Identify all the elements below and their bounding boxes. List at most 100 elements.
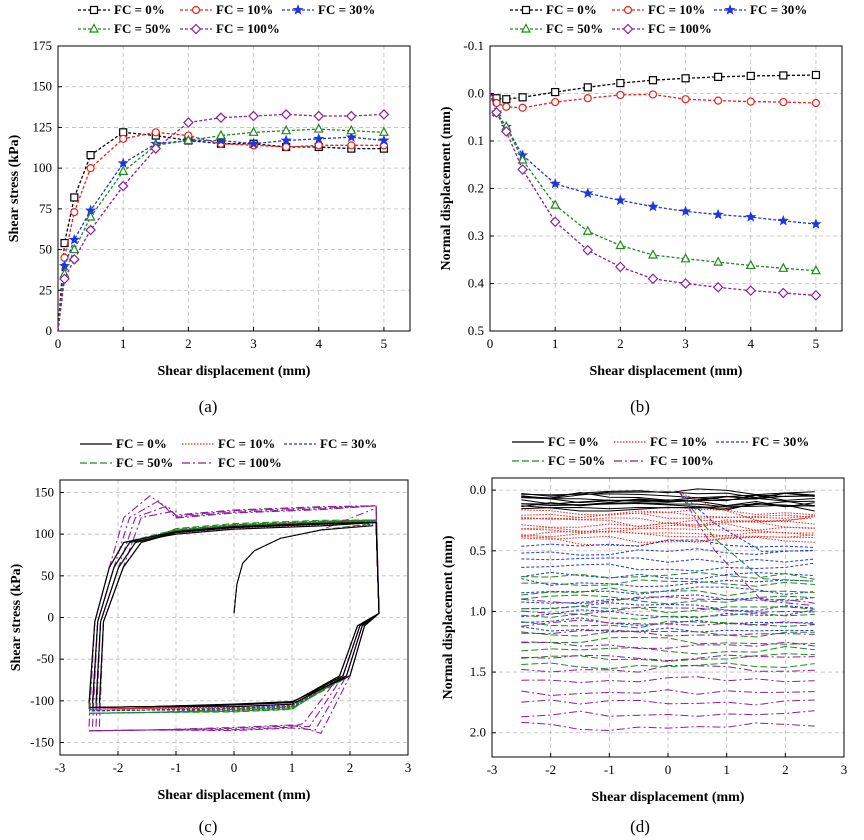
- data-point: [313, 132, 325, 144]
- data-point: [616, 90, 625, 100]
- panel-caption: (a): [199, 397, 218, 416]
- legend-marker: [292, 4, 304, 15]
- panel-d: -3 -2 -1 0 1 2 3 0.0 0.5 1.0 1.5 2.0 Shear displacem…: [441, 434, 847, 836]
- data-point: [615, 261, 626, 273]
- data-point: [811, 70, 821, 80]
- data-point: [810, 264, 821, 275]
- data-point: [811, 98, 821, 108]
- data-point: [648, 76, 658, 85]
- displacement-trace: [521, 521, 815, 529]
- legend-label: FC = 100%: [216, 21, 280, 36]
- legend-label: FC = 100%: [650, 453, 714, 468]
- data-point: [281, 124, 292, 135]
- data-point: [70, 193, 79, 202]
- x-tick-label: 3: [682, 336, 689, 351]
- data-point: [282, 142, 291, 152]
- legend-label: FC = 30%: [320, 436, 377, 451]
- data-point: [680, 278, 691, 289]
- data-point: [551, 87, 560, 97]
- legend-entry: FC = 30%: [716, 434, 809, 449]
- legend-entry: FC = 10%: [614, 434, 707, 449]
- panel-b: 0 1 2 3 4 5 -0.1 0.0 0.1 0.2 0.3 0.4 0.5 Shear displa…: [439, 2, 843, 416]
- data-point: [518, 93, 527, 102]
- panel-caption: (d): [630, 817, 650, 836]
- displacement-trace: [521, 596, 815, 605]
- data-point: [215, 112, 227, 124]
- legend-label: FC = 100%: [648, 21, 712, 36]
- y-tick-label: -50: [37, 651, 54, 666]
- data-point: [85, 211, 96, 221]
- x-tick-label: 2: [617, 336, 624, 351]
- legend-label: FC = 30%: [318, 2, 375, 17]
- legend-label: FC = 50%: [548, 453, 605, 468]
- displacement-trace: [521, 500, 815, 509]
- legend-label: FC = 0%: [546, 2, 597, 17]
- series-fc100: [57, 109, 390, 332]
- x-tick-label: -3: [487, 762, 498, 777]
- y-tick-label: 0.4: [468, 276, 485, 291]
- x-tick-label: 3: [841, 762, 848, 777]
- y-tick-label: 0.5: [468, 323, 484, 338]
- displacement-trace: [521, 676, 815, 684]
- data-point: [378, 109, 390, 120]
- band-fc0: [521, 488, 815, 512]
- initial-curve: [679, 492, 812, 606]
- data-point: [712, 208, 724, 220]
- x-tick-label: 1: [552, 336, 559, 351]
- data-point: [810, 290, 822, 301]
- displacement-trace: [521, 535, 815, 543]
- y-tick-label: 150: [35, 485, 55, 500]
- panel-caption: (c): [199, 817, 218, 836]
- legend-label: FC = 10%: [216, 2, 273, 17]
- data-point: [614, 194, 626, 206]
- y-axis-label: Normal displacement (mm): [439, 106, 454, 270]
- y-tick-label: -100: [30, 693, 54, 708]
- series-fc0: [57, 128, 389, 332]
- data-point: [746, 97, 755, 106]
- data-point: [248, 126, 259, 136]
- displacement-trace: [521, 605, 815, 614]
- x-axis-label: Shear displacement (mm): [592, 790, 745, 805]
- legend-entry: FC = 50%: [510, 21, 603, 36]
- legend-marker: [724, 4, 736, 15]
- data-point: [117, 157, 129, 168]
- y-tick-label: 50: [41, 568, 54, 583]
- data-point: [582, 244, 594, 256]
- displacement-trace: [521, 548, 815, 556]
- panel-c: -3 -2 -1 0 1 2 3 -150 -100 -50 0 50 100 150 Shear disp…: [9, 436, 411, 836]
- displacement-trace: [521, 699, 815, 706]
- displacement-trace: [521, 571, 815, 580]
- displacement-trace: [521, 503, 815, 512]
- x-tick-label: 5: [813, 336, 820, 351]
- y-axis-label: Shear stress (kPa): [7, 134, 22, 242]
- displacement-trace: [521, 606, 815, 615]
- y-tick-label: 150: [33, 79, 53, 94]
- displacement-trace: [521, 523, 815, 533]
- legend-label: FC = 30%: [752, 434, 809, 449]
- y-tick-label: 2.0: [470, 725, 486, 740]
- data-point: [778, 262, 789, 272]
- data-point: [60, 238, 69, 248]
- displacement-trace: [521, 562, 815, 572]
- data-point: [713, 256, 724, 266]
- data-point: [183, 117, 194, 128]
- loop-cycle: [88, 500, 380, 732]
- legend-entry: FC = 10%: [612, 2, 705, 17]
- legend-entry: FC = 10%: [182, 436, 275, 451]
- data-point: [582, 187, 594, 198]
- y-tick-label: 0.0: [468, 86, 484, 101]
- panel-caption: (b): [630, 397, 650, 416]
- x-tick-label: 4: [747, 336, 754, 351]
- data-point: [777, 214, 789, 226]
- x-axis-label: Shear displacement (mm): [158, 364, 311, 379]
- data-point: [345, 131, 357, 142]
- displacement-trace: [521, 645, 815, 655]
- legend-entry: FC = 30%: [284, 436, 377, 451]
- data-point: [582, 225, 593, 235]
- y-tick-label: -150: [30, 735, 54, 750]
- series-fc30: [489, 93, 822, 229]
- legend-entry: FC = 10%: [180, 2, 273, 17]
- displacement-trace: [521, 579, 815, 587]
